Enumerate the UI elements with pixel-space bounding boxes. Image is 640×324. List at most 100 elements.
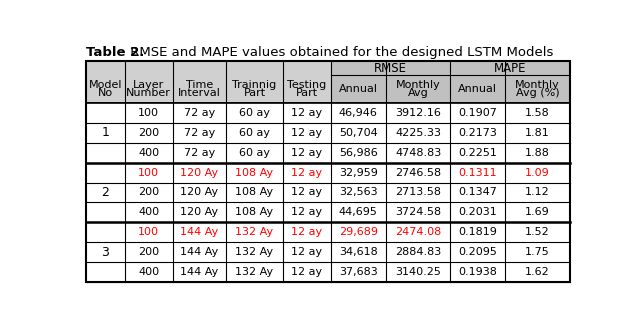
Text: 3724.58: 3724.58 — [395, 207, 441, 217]
Text: 144 Ay: 144 Ay — [180, 267, 218, 277]
Text: RMSE and MAPE values obtained for the designed LSTM Models: RMSE and MAPE values obtained for the de… — [127, 46, 554, 59]
Text: 400: 400 — [138, 267, 159, 277]
Bar — [86, 61, 570, 282]
Bar — [283, 61, 331, 103]
Text: 34,618: 34,618 — [339, 247, 378, 257]
Bar — [86, 143, 570, 163]
Bar — [506, 75, 570, 103]
Text: 46,946: 46,946 — [339, 108, 378, 118]
Text: 1.69: 1.69 — [525, 207, 550, 217]
Text: 12 ay: 12 ay — [291, 108, 323, 118]
Text: 100: 100 — [138, 168, 159, 178]
Text: Avg (%): Avg (%) — [516, 88, 559, 98]
Text: 72 ay: 72 ay — [184, 148, 215, 158]
Text: 1.09: 1.09 — [525, 168, 550, 178]
Text: 2884.83: 2884.83 — [395, 247, 441, 257]
Text: 1.58: 1.58 — [525, 108, 550, 118]
Text: 200: 200 — [138, 188, 159, 198]
Text: 2713.58: 2713.58 — [395, 188, 441, 198]
Bar — [86, 103, 125, 163]
Bar — [86, 123, 570, 143]
Text: 12 ay: 12 ay — [291, 168, 323, 178]
Text: Part: Part — [296, 88, 318, 98]
Text: RMSE: RMSE — [374, 62, 407, 75]
Text: 100: 100 — [138, 227, 159, 237]
Text: 12 ay: 12 ay — [291, 247, 323, 257]
Text: Layer: Layer — [133, 80, 164, 90]
Text: 60 ay: 60 ay — [239, 148, 270, 158]
Text: 1: 1 — [102, 126, 109, 139]
Text: 108 Ay: 108 Ay — [236, 188, 273, 198]
Bar — [451, 61, 570, 75]
Text: 0.2173: 0.2173 — [458, 128, 497, 138]
Text: 132 Ay: 132 Ay — [236, 267, 273, 277]
Text: 60 ay: 60 ay — [239, 108, 270, 118]
Text: Model: Model — [89, 80, 122, 90]
Text: 0.1819: 0.1819 — [458, 227, 497, 237]
Text: 200: 200 — [138, 128, 159, 138]
Text: Annual: Annual — [458, 84, 497, 94]
Text: 12 ay: 12 ay — [291, 227, 323, 237]
Text: 0.1311: 0.1311 — [458, 168, 497, 178]
Text: 108 Ay: 108 Ay — [236, 207, 273, 217]
Text: Part: Part — [243, 88, 266, 98]
Text: 60 ay: 60 ay — [239, 128, 270, 138]
Text: 108 Ay: 108 Ay — [236, 168, 273, 178]
Bar — [331, 75, 386, 103]
Text: Trainnig: Trainnig — [232, 80, 276, 90]
Text: 132 Ay: 132 Ay — [236, 227, 273, 237]
Text: 72 ay: 72 ay — [184, 108, 215, 118]
Bar — [173, 61, 226, 103]
Text: 56,986: 56,986 — [339, 148, 378, 158]
Text: 120 Ay: 120 Ay — [180, 168, 218, 178]
Bar — [86, 61, 125, 103]
Bar — [86, 262, 570, 282]
Text: No: No — [98, 88, 113, 98]
Text: 12 ay: 12 ay — [291, 148, 323, 158]
Text: 72 ay: 72 ay — [184, 128, 215, 138]
Text: 32,959: 32,959 — [339, 168, 378, 178]
Text: 32,563: 32,563 — [339, 188, 378, 198]
Bar — [386, 75, 451, 103]
Text: 4748.83: 4748.83 — [395, 148, 441, 158]
Bar — [86, 163, 570, 182]
Text: 0.1938: 0.1938 — [458, 267, 497, 277]
Text: 400: 400 — [138, 148, 159, 158]
Bar — [86, 61, 570, 103]
Text: 0.2251: 0.2251 — [458, 148, 497, 158]
Text: 1.62: 1.62 — [525, 267, 550, 277]
Text: 12 ay: 12 ay — [291, 128, 323, 138]
Text: Annual: Annual — [339, 84, 378, 94]
Text: 1.52: 1.52 — [525, 227, 550, 237]
Text: 200: 200 — [138, 247, 159, 257]
Bar — [86, 163, 125, 222]
Text: 12 ay: 12 ay — [291, 207, 323, 217]
Text: 29,689: 29,689 — [339, 227, 378, 237]
Text: 1.12: 1.12 — [525, 188, 550, 198]
Text: 44,695: 44,695 — [339, 207, 378, 217]
Bar — [86, 202, 570, 222]
Text: 0.1347: 0.1347 — [458, 188, 497, 198]
Text: 1.81: 1.81 — [525, 128, 550, 138]
Bar — [451, 75, 506, 103]
Text: 400: 400 — [138, 207, 159, 217]
Text: 132 Ay: 132 Ay — [236, 247, 273, 257]
Text: 144 Ay: 144 Ay — [180, 247, 218, 257]
Text: 120 Ay: 120 Ay — [180, 207, 218, 217]
Text: Table 2.: Table 2. — [86, 46, 145, 59]
Text: 120 Ay: 120 Ay — [180, 188, 218, 198]
Text: 4225.33: 4225.33 — [395, 128, 441, 138]
Text: Testing: Testing — [287, 80, 326, 90]
Bar — [86, 182, 570, 202]
Text: 1.75: 1.75 — [525, 247, 550, 257]
Text: 1.88: 1.88 — [525, 148, 550, 158]
Text: 50,704: 50,704 — [339, 128, 378, 138]
Text: 0.2031: 0.2031 — [458, 207, 497, 217]
Text: 12 ay: 12 ay — [291, 267, 323, 277]
Text: 144 Ay: 144 Ay — [180, 227, 218, 237]
Text: MAPE: MAPE — [494, 62, 526, 75]
Text: 3140.25: 3140.25 — [395, 267, 441, 277]
Bar — [331, 61, 451, 75]
Text: 2746.58: 2746.58 — [395, 168, 441, 178]
Text: Monthly: Monthly — [515, 80, 560, 90]
